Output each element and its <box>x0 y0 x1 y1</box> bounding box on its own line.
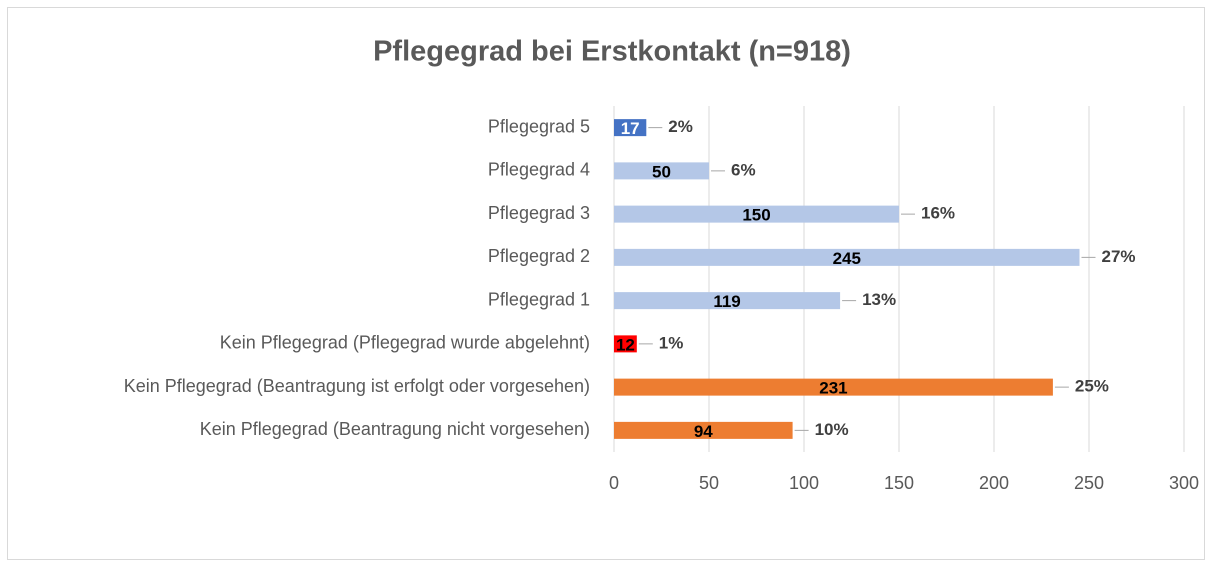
x-tick-label: 100 <box>789 473 819 493</box>
chart-title: Pflegegrad bei Erstkontakt (n=918) <box>373 36 851 68</box>
value-label: 119 <box>713 292 740 311</box>
x-tick-label: 250 <box>1074 473 1104 493</box>
bar <box>614 292 841 310</box>
value-label: 50 <box>652 162 671 181</box>
value-label: 94 <box>694 422 713 441</box>
y-tick-label: Pflegegrad 2 <box>488 246 590 266</box>
y-tick-label: Pflegegrad 4 <box>488 160 590 180</box>
percentage-label: 2% <box>668 117 693 136</box>
percentage-label: 27% <box>1102 247 1136 266</box>
chart-frame <box>7 7 1205 560</box>
value-label: 245 <box>833 249 861 268</box>
x-tick-label: 200 <box>979 473 1009 493</box>
bar <box>614 119 647 137</box>
value-label: 17 <box>621 119 640 138</box>
percentage-label: 10% <box>815 420 849 439</box>
percentage-label: 1% <box>659 333 684 352</box>
bar <box>614 378 1053 396</box>
y-tick-label: Pflegegrad 3 <box>488 203 590 223</box>
percentage-label: 25% <box>1075 377 1109 396</box>
x-tick-label: 0 <box>609 473 619 493</box>
bar <box>614 421 793 439</box>
y-tick-label: Kein Pflegegrad (Pflegegrad wurde abgele… <box>220 333 590 353</box>
bar <box>614 248 1080 266</box>
bar <box>614 205 899 223</box>
value-label: 12 <box>616 335 635 354</box>
bar <box>614 162 709 180</box>
y-tick-label: Pflegegrad 1 <box>488 289 590 309</box>
x-tick-label: 150 <box>884 473 914 493</box>
percentage-label: 16% <box>921 204 955 223</box>
x-tick-label: 300 <box>1169 473 1199 493</box>
y-tick-label: Kein Pflegegrad (Beantragung nicht vorge… <box>200 419 590 439</box>
x-tick-label: 50 <box>699 473 719 493</box>
percentage-label: 13% <box>862 290 896 309</box>
value-label: 231 <box>819 379 847 398</box>
y-tick-label: Pflegegrad 5 <box>488 116 590 136</box>
bar <box>614 335 637 353</box>
y-tick-label: Kein Pflegegrad (Beantragung ist erfolgt… <box>124 376 590 396</box>
value-label: 150 <box>742 206 770 225</box>
percentage-label: 6% <box>731 160 756 179</box>
